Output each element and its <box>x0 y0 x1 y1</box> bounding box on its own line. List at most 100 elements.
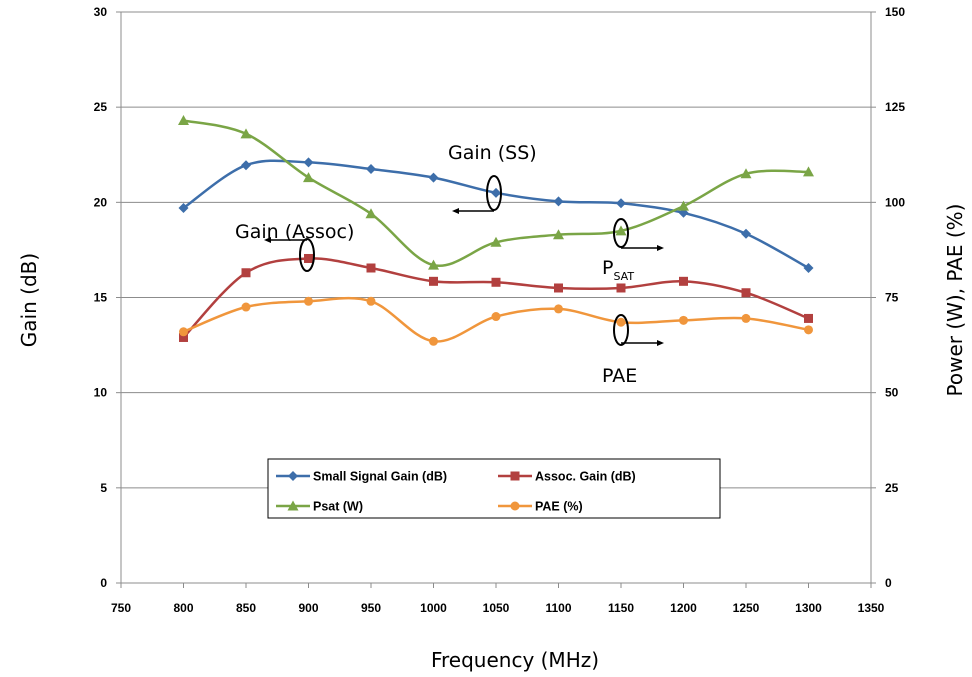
y2-tick-label: 150 <box>885 5 905 19</box>
y2-tick-label: 75 <box>885 291 899 305</box>
grid-lines <box>121 11 871 489</box>
x-tick-label: 1250 <box>733 601 760 615</box>
data-point <box>554 304 563 314</box>
data-point <box>740 168 752 179</box>
x-tick-labels: 750 800 850 900 950 1000 1050 1100 1150 1200 1250 1… <box>111 601 885 615</box>
legend-label: Psat (W) <box>313 500 363 514</box>
y-tick-labels: 0 5 10 15 20 25 30 <box>94 5 108 590</box>
data-point <box>553 229 564 240</box>
data-point <box>178 203 189 214</box>
series-layer <box>178 114 814 346</box>
annotation-gain-ss-arrowhead <box>452 208 459 214</box>
legend-marker <box>288 471 298 481</box>
data-point <box>366 263 376 273</box>
annotation-psat: PSAT <box>602 257 634 283</box>
legend-marker <box>510 471 520 481</box>
series-line <box>183 119 809 268</box>
annotation-gain-ss-ellipse <box>486 175 502 211</box>
x-tick-label: 1150 <box>608 601 634 615</box>
y-tick-label: 0 <box>100 576 107 590</box>
data-point <box>741 288 751 298</box>
y2-tick-label: 100 <box>885 195 905 209</box>
series-square <box>179 253 813 342</box>
data-point <box>366 296 376 306</box>
data-point <box>241 160 251 171</box>
y-axis-title: Gain (dB) <box>17 253 41 347</box>
data-point <box>804 325 813 335</box>
series-triangle <box>178 114 814 270</box>
annotation-gain-ss: Gain (SS) <box>448 142 537 164</box>
y-tick-label: 25 <box>94 100 108 114</box>
y2-axis-title: Power (W), PAE (%) <box>943 204 967 397</box>
data-point <box>804 313 813 323</box>
x-tick-label: 750 <box>111 601 131 615</box>
x-tick-label: 850 <box>236 601 256 615</box>
x-tick-label: 800 <box>173 601 193 615</box>
data-point <box>304 253 313 263</box>
data-point <box>616 317 626 327</box>
data-point <box>428 172 439 183</box>
y2-tick-label: 50 <box>885 386 899 400</box>
legend-label: PAE (%) <box>535 500 583 514</box>
data-point <box>429 336 438 346</box>
legend-label: Assoc. Gain (dB) <box>535 470 636 484</box>
annotation-gain-assoc-ellipse <box>299 238 315 272</box>
annotation-pae-arrowhead <box>657 340 664 346</box>
series-circle <box>179 296 813 346</box>
data-point <box>490 236 502 247</box>
data-point <box>304 296 313 306</box>
x-tick-label: 1200 <box>670 601 697 615</box>
data-point <box>428 259 439 270</box>
x-tick-label: 1300 <box>795 601 822 615</box>
legend-marker <box>287 500 299 511</box>
x-tick-label: 900 <box>298 601 318 615</box>
legend: Small Signal Gain (dB) Assoc. Gain (dB) Ps… <box>267 458 721 519</box>
x-tick-label: 1350 <box>858 601 885 615</box>
legend-marker <box>510 501 520 511</box>
data-point <box>303 157 314 168</box>
data-point <box>678 200 689 211</box>
series-diamond <box>178 157 814 273</box>
data-point <box>179 332 188 342</box>
data-point <box>240 128 252 139</box>
axes <box>116 11 876 588</box>
annotation-gain-assoc-arrowhead <box>264 237 271 243</box>
data-point <box>554 283 563 293</box>
data-point <box>303 172 314 183</box>
data-point <box>803 166 814 177</box>
data-point <box>365 208 377 219</box>
data-point <box>491 312 501 322</box>
legend-box <box>267 458 721 519</box>
y2-tick-label: 25 <box>885 481 899 495</box>
x-tick-label: 1100 <box>545 601 571 615</box>
legend-label: Small Signal Gain (dB) <box>313 470 447 484</box>
y-tick-label: 10 <box>94 386 108 400</box>
x-tick-label: 1050 <box>483 601 510 615</box>
y-tick-label: 30 <box>94 5 108 19</box>
x-tick-label: 1000 <box>420 601 447 615</box>
data-point <box>491 277 501 287</box>
y2-tick-labels: 0 25 50 75 100 125 150 <box>885 5 905 590</box>
y-tick-label: 15 <box>94 291 108 305</box>
annotation-psat-arrowhead <box>657 245 664 251</box>
data-point <box>553 196 564 207</box>
annotations: Gain (SS) Gain (Assoc) PSAT PAE <box>235 142 664 387</box>
annotation-pae-ellipse <box>613 314 629 346</box>
data-point <box>615 225 627 236</box>
data-point <box>491 187 501 198</box>
data-point <box>803 262 814 273</box>
annotation-psat-ellipse <box>613 218 629 248</box>
y2-tick-label: 125 <box>885 100 905 114</box>
data-point <box>616 283 626 293</box>
data-point <box>741 313 751 323</box>
data-point <box>179 327 188 337</box>
data-point <box>178 114 189 125</box>
y-tick-label: 5 <box>100 481 107 495</box>
x-tick-label: 950 <box>361 601 381 615</box>
data-point <box>429 276 438 286</box>
data-point <box>241 268 251 278</box>
data-point <box>241 302 251 312</box>
data-point <box>679 315 688 325</box>
y-tick-label: 20 <box>94 195 108 209</box>
